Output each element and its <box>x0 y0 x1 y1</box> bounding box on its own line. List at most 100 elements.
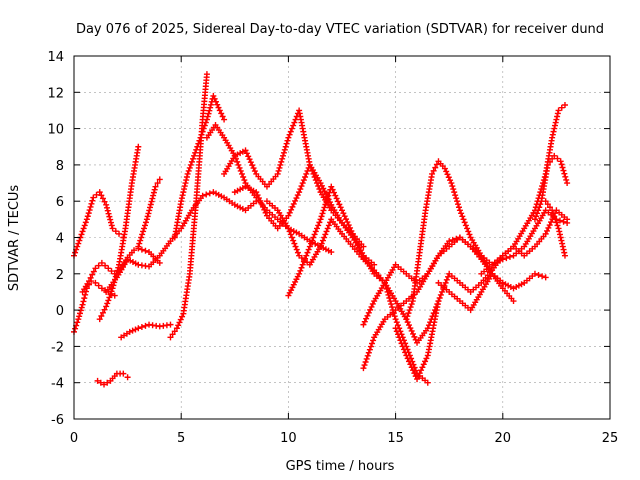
y-tick-label: 8 <box>56 159 64 174</box>
interpolated-markers <box>308 246 323 266</box>
data-point <box>124 374 131 381</box>
series-arc5 <box>94 370 131 388</box>
interpolated-markers <box>95 282 102 289</box>
y-tick-label: 4 <box>56 232 64 247</box>
interpolated-markers <box>558 161 570 183</box>
interpolated-markers <box>266 209 278 221</box>
interpolated-markers <box>423 174 435 211</box>
data-point <box>101 381 108 388</box>
data-point <box>544 161 551 168</box>
data-point <box>156 259 163 266</box>
interpolated-markers <box>491 254 504 266</box>
interpolated-markers <box>243 150 258 175</box>
interpolated-markers <box>546 155 556 165</box>
interpolated-markers <box>341 233 354 248</box>
data-point <box>98 259 105 266</box>
chart-title: Day 076 of 2025, Sidereal Day-to-day VTE… <box>76 22 604 37</box>
data-point <box>103 201 110 208</box>
data-point <box>531 216 538 223</box>
interpolated-markers <box>160 322 170 329</box>
data-point <box>531 270 538 277</box>
interpolated-markers <box>175 313 186 329</box>
data-point <box>191 152 198 159</box>
x-tick-label: 20 <box>495 431 512 446</box>
data-point <box>555 107 562 114</box>
y-tick-label: -2 <box>51 340 64 355</box>
y-tick-label: -6 <box>51 413 64 428</box>
interpolated-markers <box>245 200 257 212</box>
axis-ticks: 0 5 10 15 20 25 -6 -4 -2 0 2 4 6 8 10 12 14 <box>47 50 618 446</box>
interpolated-markers <box>104 379 111 386</box>
data-point <box>549 207 556 214</box>
data-point <box>92 265 99 272</box>
data-point <box>296 189 303 196</box>
interpolated-markers <box>185 155 196 174</box>
data-point <box>103 303 110 310</box>
interpolated-markers <box>522 228 537 247</box>
data-point <box>197 134 204 141</box>
data-point <box>221 116 228 123</box>
interpolated-markers <box>329 204 344 224</box>
data-point <box>75 316 82 323</box>
data-point <box>216 107 223 114</box>
data-point <box>111 292 118 299</box>
interpolated-markers <box>154 180 161 187</box>
data-point <box>360 365 367 372</box>
interpolated-markers <box>296 110 313 165</box>
data-point <box>561 102 568 109</box>
interpolated-markers <box>192 137 203 156</box>
interpolated-markers <box>136 219 149 247</box>
interpolated-markers <box>535 272 546 280</box>
interpolated-markers <box>129 326 139 334</box>
data-point <box>126 328 133 335</box>
interpolated-markers <box>144 186 158 220</box>
data-point <box>285 225 292 232</box>
series-arc20 <box>435 270 549 314</box>
interpolated-markers <box>513 281 525 290</box>
interpolated-markers <box>395 300 407 311</box>
interpolated-markers <box>87 268 97 281</box>
data-point <box>371 261 378 268</box>
interpolated-markers <box>286 273 301 296</box>
data-point <box>178 198 185 205</box>
interpolated-markers <box>266 215 279 229</box>
x-tick-label: 0 <box>70 431 78 446</box>
data-point <box>403 316 410 323</box>
interpolated-markers <box>340 210 355 234</box>
interpolated-markers <box>448 273 461 284</box>
interpolated-markers <box>223 196 236 207</box>
interpolated-markers <box>361 300 376 325</box>
interpolated-markers <box>72 319 81 332</box>
interpolated-markers <box>544 201 553 211</box>
interpolated-markers <box>438 282 450 293</box>
interpolated-markers <box>469 237 483 257</box>
data-point <box>135 143 142 150</box>
interpolated-markers <box>213 190 225 200</box>
interpolated-markers <box>361 337 377 369</box>
data-point <box>120 370 127 377</box>
interpolated-markers <box>218 110 226 120</box>
interpolated-markers <box>469 246 483 260</box>
interpolated-markers <box>459 236 471 248</box>
data-point <box>79 301 86 308</box>
interpolated-markers <box>425 301 441 356</box>
interpolated-markers <box>538 164 551 202</box>
y-tick-label: 2 <box>56 268 64 283</box>
interpolated-markers <box>513 245 525 257</box>
interpolated-markers <box>158 240 172 257</box>
interpolated-markers <box>245 185 257 194</box>
interpolated-markers <box>533 201 544 220</box>
data-point <box>296 270 303 277</box>
interpolated-markers <box>448 236 461 248</box>
interpolated-markers <box>554 155 561 162</box>
interpolated-markers <box>449 183 462 211</box>
interpolated-markers <box>458 210 473 238</box>
y-tick-label: -4 <box>51 377 64 392</box>
data-point <box>210 92 217 99</box>
data-point <box>86 278 93 285</box>
data-point <box>424 379 431 386</box>
data-point <box>203 116 210 123</box>
data-point <box>551 152 558 159</box>
interpolated-markers <box>503 253 513 262</box>
